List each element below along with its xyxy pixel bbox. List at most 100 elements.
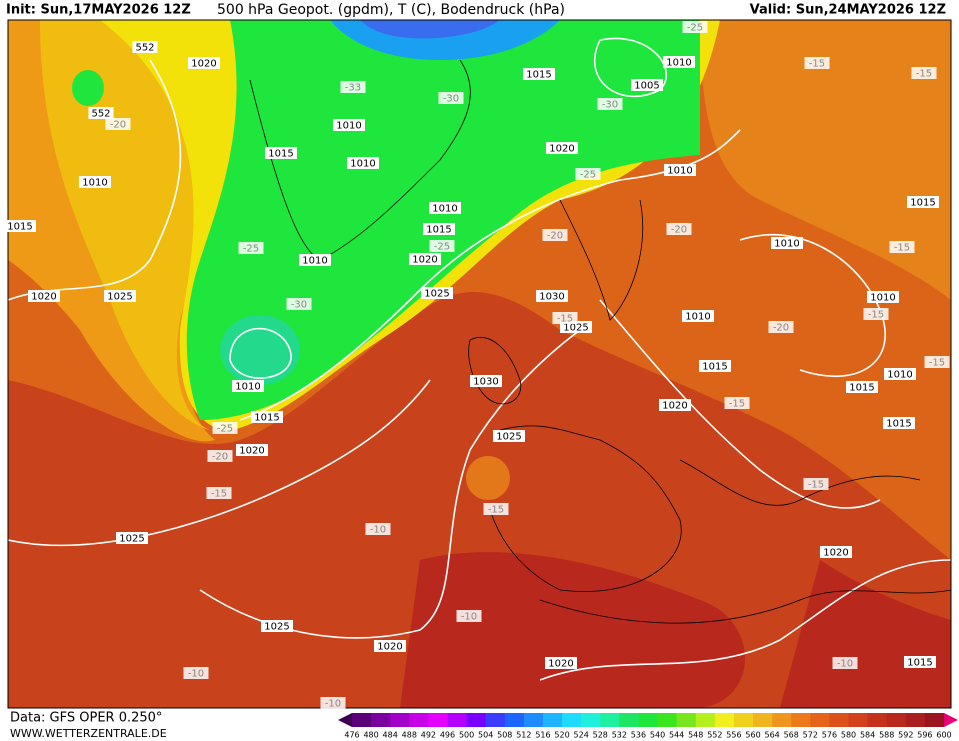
colorbar-segment <box>409 713 429 727</box>
temperature-label: -20 <box>671 225 687 236</box>
isobar <box>539 559 951 681</box>
temperature-label-box <box>206 487 232 499</box>
temperature-label: -15 <box>729 399 745 410</box>
pressure-label-box <box>409 253 441 265</box>
pressure-label: 1015 <box>426 225 451 236</box>
pressure-label-box <box>493 430 525 442</box>
colorbar-segment <box>542 713 563 727</box>
pressure-label-box <box>470 375 502 387</box>
colorbar-label: 572 <box>803 731 818 740</box>
map-frame <box>7 19 952 709</box>
pressure-label: 1010 <box>667 166 692 177</box>
pressure-label: 552 <box>135 43 154 54</box>
coast <box>539 589 951 624</box>
field-cutoff-low <box>466 456 510 500</box>
colorbar-segment <box>791 713 811 727</box>
pressure-label: 1020 <box>549 144 574 155</box>
colorbar-segment <box>428 713 448 727</box>
colorbar-label: 540 <box>650 731 665 740</box>
pressure-label-box <box>536 290 568 302</box>
temperature-label-box <box>682 21 708 33</box>
pressure-label-box <box>251 411 283 423</box>
colorbar-label: 580 <box>841 731 856 740</box>
pressure-label: 1020 <box>31 292 56 303</box>
pressure-label: 1025 <box>563 323 588 334</box>
pressure-label-box <box>132 41 158 53</box>
pressure-label: 1015 <box>910 198 935 209</box>
field-green <box>186 20 700 420</box>
colorbar-segment <box>390 713 410 727</box>
pressure-labels: 552 1020 552 1010 1015 1020 1025 1015 1010 1010 10… <box>4 41 939 670</box>
colorbar-segment <box>753 713 773 727</box>
temperature-label-box <box>575 168 601 180</box>
coast <box>468 337 522 405</box>
colorbar-label: 508 <box>497 731 512 740</box>
pressure-label-box <box>659 399 691 411</box>
isobar <box>599 299 881 509</box>
colorbar-label: 588 <box>879 731 894 740</box>
pressure-label: 1020 <box>412 255 437 266</box>
pressure-label-box <box>699 360 731 372</box>
temperature-label-box <box>320 697 346 709</box>
colorbar-label: 544 <box>669 731 684 740</box>
colorbar-label: 536 <box>631 731 646 740</box>
temperature-label-box <box>542 229 568 241</box>
pressure-label-box <box>88 107 114 119</box>
colorbar-label: 584 <box>860 731 875 740</box>
pressure-label-box <box>232 380 264 392</box>
colorbar-segment <box>657 713 678 727</box>
temperature-label: -10 <box>461 612 477 623</box>
colorbar-end <box>944 713 958 727</box>
coast <box>249 59 471 261</box>
temperature-label: -30 <box>291 300 307 311</box>
pressure-label-box <box>347 157 379 169</box>
temperature-label-box <box>238 242 264 254</box>
colorbar-segment <box>772 713 792 727</box>
temperature-label: -10 <box>188 669 204 680</box>
colorbar-segment <box>848 713 869 727</box>
temperature-label: -25 <box>580 170 596 181</box>
coast <box>559 199 644 321</box>
colorbar-label: 480 <box>363 731 378 740</box>
pressure-label: 1030 <box>539 292 564 303</box>
colorbar-end <box>338 713 352 727</box>
pressure-label: 1020 <box>377 642 402 653</box>
field-deep-blue <box>360 20 500 39</box>
temperature-label-box <box>889 241 915 253</box>
pressure-label: 1015 <box>268 149 293 160</box>
temperature-label: -15 <box>211 489 227 500</box>
colorbar-segment <box>447 713 468 727</box>
temperature-label: -30 <box>602 100 618 111</box>
colorbar-segment <box>504 713 525 727</box>
colorbar-label: 528 <box>593 731 608 740</box>
colorbar-label: 476 <box>344 731 359 740</box>
temperature-label: -25 <box>217 424 233 435</box>
temperature-label: -15 <box>557 314 573 325</box>
temperature-label: -15 <box>809 59 825 70</box>
pressure-label: 1025 <box>496 432 521 443</box>
temperature-label: -30 <box>443 94 459 105</box>
colorbar-segment <box>676 713 697 727</box>
colorbar-segment <box>619 713 639 727</box>
temperature-label: -20 <box>212 452 228 463</box>
pressure-label: 1010 <box>870 293 895 304</box>
pressure-label-box <box>116 532 148 544</box>
pressure-label: 1015 <box>886 419 911 430</box>
pressure-label-box <box>261 620 293 632</box>
isobars <box>8 37 951 681</box>
field-dark-red <box>400 552 745 708</box>
colorbar-segment <box>638 713 659 727</box>
temperature-label-box <box>183 667 209 679</box>
temperature-label: -25 <box>687 23 703 34</box>
pressure-label: 1005 <box>634 81 659 92</box>
pressure-label: 1015 <box>849 383 874 394</box>
pressure-label-box <box>631 79 663 91</box>
field-dark-red-east <box>780 560 951 708</box>
temperature-label: -20 <box>773 323 789 334</box>
temperature-label: -15 <box>929 358 945 369</box>
temperature-label-box <box>803 478 829 490</box>
temperature-label-box <box>666 223 692 235</box>
temperature-label: -33 <box>345 83 361 94</box>
temperature-label-box <box>429 240 455 252</box>
